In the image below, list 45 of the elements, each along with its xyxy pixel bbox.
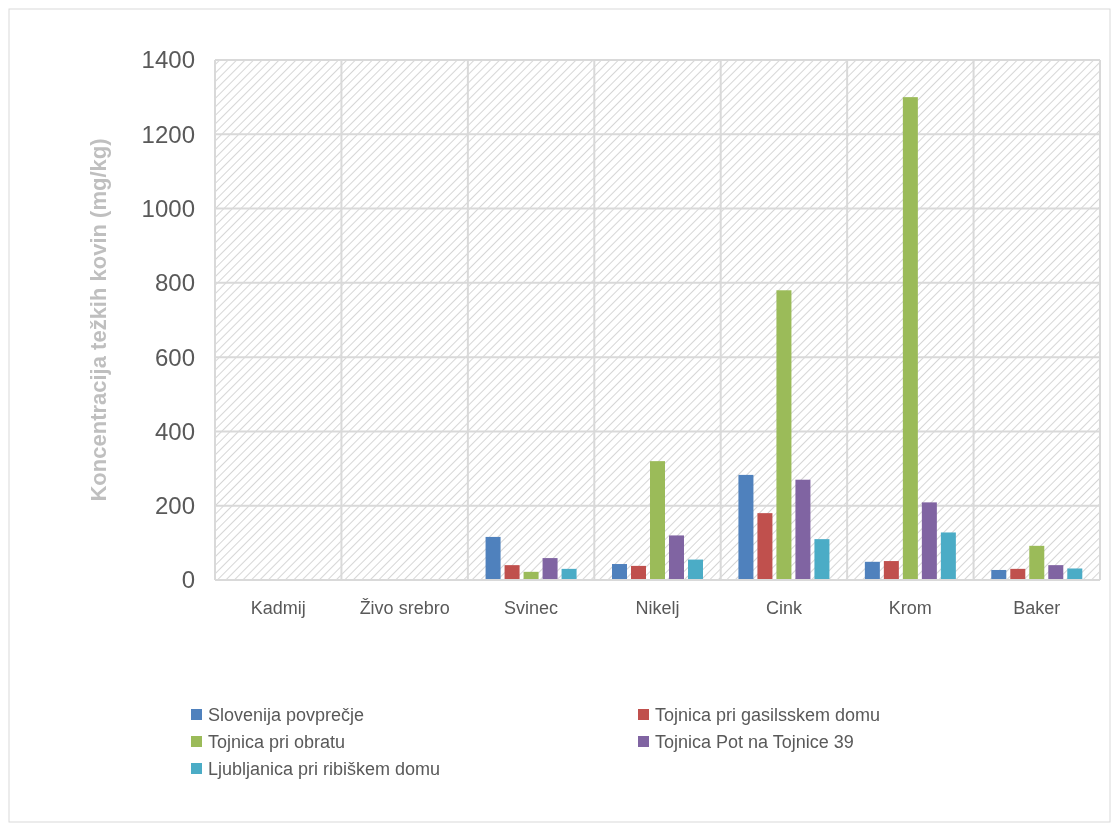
bar <box>612 564 627 580</box>
bar <box>561 568 577 580</box>
bar <box>1048 565 1064 580</box>
x-tick-label: Krom <box>888 598 932 618</box>
legend-label: Ljubljanica pri ribiškem domu <box>208 759 441 780</box>
legend-label: Slovenija povprečje <box>208 705 365 726</box>
x-tick-label: Baker <box>1013 598 1061 618</box>
bar <box>795 479 811 580</box>
x-tick-label: Kadmij <box>250 598 306 618</box>
x-tick-label: Cink <box>765 598 803 618</box>
y-tick-label: 1400 <box>141 46 195 74</box>
y-tick-label: 600 <box>154 343 195 371</box>
bar <box>738 474 754 580</box>
bar <box>1067 568 1083 580</box>
bar <box>1029 545 1045 580</box>
bar <box>485 536 501 580</box>
y-tick-label: 800 <box>154 269 195 297</box>
bar <box>940 532 956 580</box>
y-tick-label: 400 <box>154 417 195 445</box>
bar <box>757 513 773 580</box>
y-tick-label: 1200 <box>141 120 195 148</box>
bar <box>631 565 646 580</box>
x-tick-label: Živo srebro <box>359 598 450 618</box>
y-tick-label: 1000 <box>141 194 195 222</box>
y-tick-label: 0 <box>181 566 195 594</box>
y-axis-title: Koncentracija težkih kovin (mg/kg) <box>86 138 111 502</box>
bar <box>814 539 830 580</box>
legend-label: Tojnica pri obratu <box>208 732 346 753</box>
bar <box>542 558 558 580</box>
bar <box>504 565 520 580</box>
bar <box>776 290 792 580</box>
bar <box>991 569 1007 580</box>
y-tick-label: 200 <box>154 492 195 520</box>
x-tick-label: Svinec <box>504 598 559 618</box>
bar <box>921 502 937 580</box>
bar <box>883 561 899 580</box>
bar <box>650 461 665 580</box>
bar <box>1010 568 1026 580</box>
bar <box>688 559 703 580</box>
x-tick-label: Nikelj <box>635 598 680 618</box>
legend-label: Tojnica pri gasilsskem domu <box>655 705 881 726</box>
legend-label: Tojnica Pot na Tojnice 39 <box>655 732 854 753</box>
bar <box>902 97 918 580</box>
bar <box>864 561 880 580</box>
bar <box>669 535 684 580</box>
